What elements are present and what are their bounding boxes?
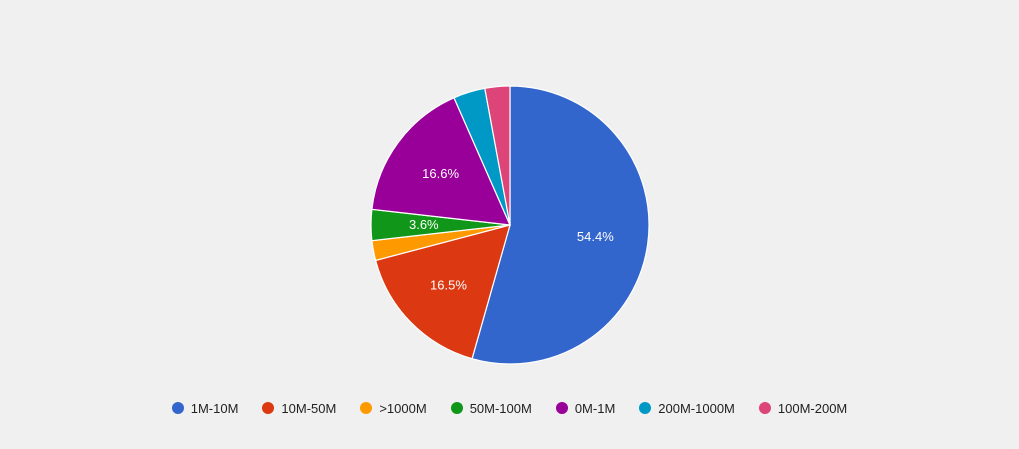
legend-swatch-icon bbox=[171, 402, 184, 414]
pie-svg: 54.4% 16.5% 3.6% 16.6% bbox=[370, 85, 650, 365]
legend-swatch-icon bbox=[555, 402, 568, 414]
legend-swatch-icon bbox=[262, 402, 275, 414]
legend-label: 1M-10M bbox=[190, 400, 239, 416]
slice-value-label: 54.4% bbox=[577, 229, 614, 244]
legend-item[interactable]: 50M-100M bbox=[450, 400, 532, 416]
slice-value-label: 3.6% bbox=[409, 217, 439, 232]
slice-value-label: 16.5% bbox=[430, 277, 467, 292]
legend-label: 0M-1M bbox=[574, 400, 616, 416]
pie-slice-10m-50m[interactable] bbox=[374, 224, 511, 360]
pie-slice-0m-1m[interactable] bbox=[371, 96, 511, 226]
legend-item[interactable]: 10M-50M bbox=[262, 401, 336, 416]
legend-item[interactable]: 200M-1000M bbox=[639, 401, 735, 416]
legend-swatch-icon bbox=[450, 402, 463, 414]
legend-label: >1000M bbox=[379, 400, 427, 416]
legend-item[interactable]: >1000M bbox=[360, 400, 427, 416]
pie-slice-100m-200m[interactable] bbox=[484, 85, 511, 226]
legend-swatch-icon bbox=[360, 402, 373, 414]
legend-label: 50M-100M bbox=[469, 400, 532, 416]
legend-item[interactable]: 0M-1M bbox=[555, 400, 616, 416]
legend-item[interactable]: 100M-200M bbox=[758, 400, 848, 416]
chart-legend: 1M-10M 10M-50M >1000M 50M-100M 0M-1M 200M-100… bbox=[0, 397, 1019, 419]
slice-value-label: 16.6% bbox=[422, 166, 459, 181]
legend-label: 200M-1000M bbox=[658, 400, 735, 416]
legend-swatch-icon bbox=[639, 402, 652, 414]
legend-item[interactable]: 1M-10M bbox=[171, 400, 239, 416]
legend-swatch-icon bbox=[758, 402, 771, 414]
legend-label: 10M-50M bbox=[281, 400, 337, 416]
pie-slice-1m-10m[interactable] bbox=[471, 85, 650, 365]
legend-label: 100M-200M bbox=[777, 400, 848, 416]
